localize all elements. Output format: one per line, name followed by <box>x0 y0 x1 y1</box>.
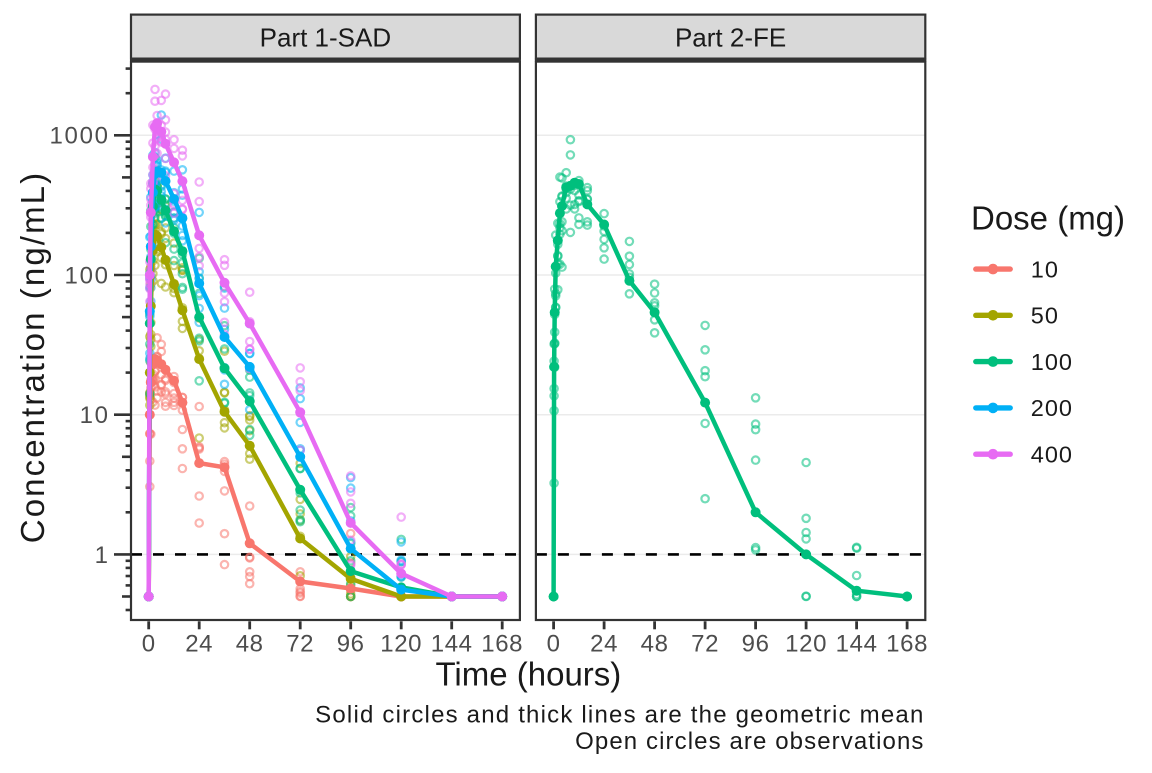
svg-text:144: 144 <box>431 631 473 658</box>
svg-text:24: 24 <box>590 631 618 658</box>
svg-text:1: 1 <box>95 542 110 569</box>
svg-text:200: 200 <box>1031 395 1073 421</box>
svg-text:144: 144 <box>836 631 878 658</box>
svg-text:Time (hours): Time (hours) <box>435 656 621 693</box>
svg-text:Concentration (ng/mL): Concentration (ng/mL) <box>14 171 51 543</box>
svg-text:Part 1-SAD: Part 1-SAD <box>260 23 392 53</box>
svg-text:24: 24 <box>185 631 213 658</box>
svg-text:Dose (mg): Dose (mg) <box>971 200 1125 237</box>
svg-text:100: 100 <box>1031 349 1073 375</box>
svg-text:10: 10 <box>80 402 110 429</box>
svg-text:10: 10 <box>1031 256 1059 282</box>
svg-text:72: 72 <box>691 631 719 658</box>
svg-text:100: 100 <box>65 262 110 289</box>
svg-text:168: 168 <box>481 631 523 658</box>
svg-text:96: 96 <box>742 631 770 658</box>
svg-text:Open circles are observations: Open circles are observations <box>575 728 924 755</box>
svg-text:0: 0 <box>142 631 156 658</box>
svg-text:168: 168 <box>886 631 928 658</box>
svg-text:1000: 1000 <box>49 123 109 150</box>
svg-text:48: 48 <box>236 631 264 658</box>
svg-text:48: 48 <box>641 631 669 658</box>
svg-text:Part 2-FE: Part 2-FE <box>675 23 786 53</box>
svg-text:72: 72 <box>286 631 314 658</box>
svg-text:120: 120 <box>785 631 827 658</box>
svg-text:Solid circles and thick lines: Solid circles and thick lines are the ge… <box>315 701 924 728</box>
svg-text:0: 0 <box>547 631 561 658</box>
svg-text:120: 120 <box>380 631 422 658</box>
svg-text:400: 400 <box>1031 441 1073 467</box>
svg-text:96: 96 <box>337 631 365 658</box>
svg-text:50: 50 <box>1031 303 1059 329</box>
